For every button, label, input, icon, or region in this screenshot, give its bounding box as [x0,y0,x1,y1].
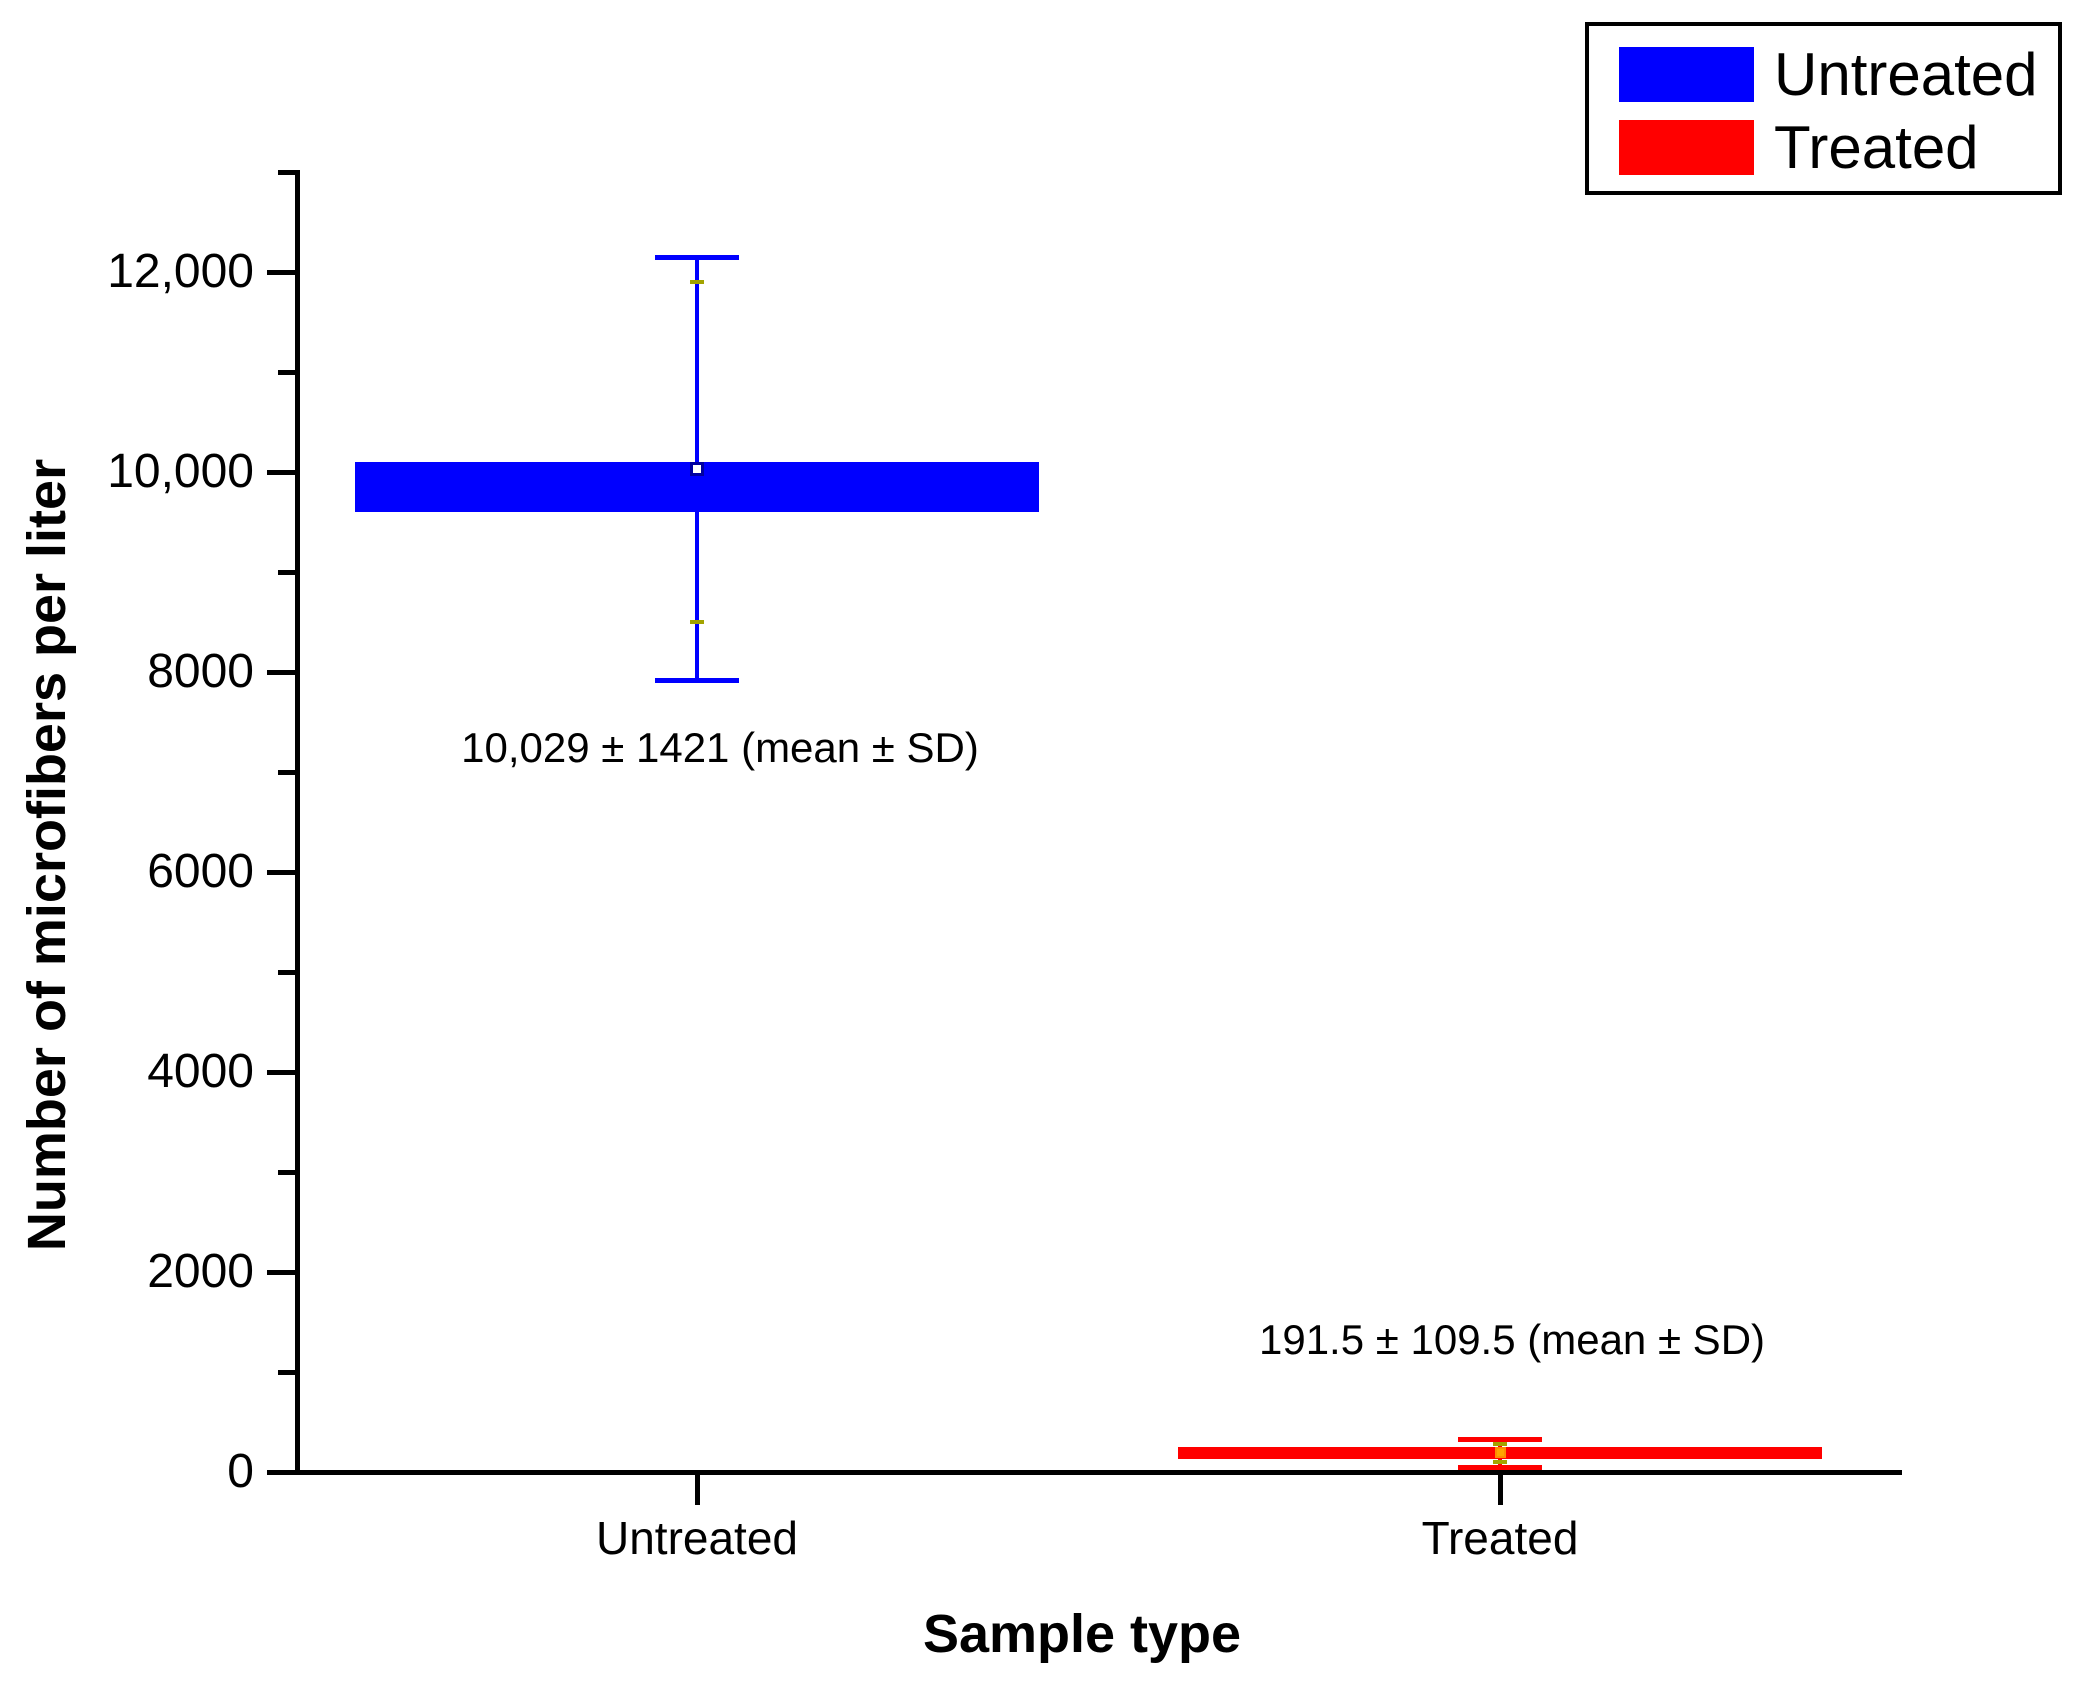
y-tick-label: 10,000 [107,445,254,498]
y-minor-tick [277,769,295,775]
x-axis-title: Sample type [922,1604,1242,1664]
y-major-tick [266,1269,295,1275]
y-minor-tick [277,1369,295,1375]
whisker-cap-bottom-untreated [655,677,739,683]
y-minor-tick [277,569,295,575]
legend-label-untreated: Untreated [1774,41,2038,108]
y-major-tick [266,869,295,875]
whisker-lower-untreated [695,512,699,680]
percentile-dash-untreated [690,280,704,284]
legend: Untreated Treated [1585,22,2062,195]
whisker-cap-top-untreated [655,254,739,260]
y-major-tick [266,269,295,275]
y-major-tick [266,1469,295,1475]
y-tick-label: 12,000 [107,245,254,298]
y-minor-tick [277,1169,295,1175]
legend-swatch-treated [1619,120,1754,175]
legend-label-treated: Treated [1774,114,1979,181]
y-minor-tick [277,169,295,175]
percentile-dash-treated [1493,1460,1507,1464]
y-tick-label: 0 [227,1445,254,1498]
whisker-upper-untreated [695,257,699,462]
y-axis-title: Number of microfibers per liter [17,458,77,1252]
percentile-dash-untreated [690,620,704,624]
annotation-treated: 191.5 ± 109.5 (mean ± SD) [1258,1316,1766,1363]
x-tick-untreated [694,1474,700,1505]
y-major-tick [266,1069,295,1075]
x-tick-label-untreated: Untreated [595,1512,799,1564]
y-tick-label: 8000 [147,645,254,698]
x-tick-label-treated: Treated [1421,1512,1579,1564]
whisker-cap-top-treated [1458,1436,1542,1442]
annotation-untreated: 10,029 ± 1421 (mean ± SD) [461,724,979,771]
mean-marker-treated [1494,1447,1506,1459]
y-major-tick [266,669,295,675]
x-tick-treated [1497,1474,1503,1505]
percentile-dash-treated [1493,1442,1507,1446]
y-minor-tick [277,369,295,375]
y-minor-tick [277,969,295,975]
x-axis-line [295,1469,1902,1475]
y-tick-label: 2000 [147,1245,254,1298]
y-axis-line [294,170,300,1475]
y-major-tick [266,469,295,475]
whisker-cap-bottom-treated [1458,1464,1542,1470]
y-tick-label: 4000 [147,1045,254,1098]
legend-swatch-untreated [1619,47,1754,102]
mean-marker-untreated [690,462,704,477]
y-tick-label: 6000 [147,845,254,898]
